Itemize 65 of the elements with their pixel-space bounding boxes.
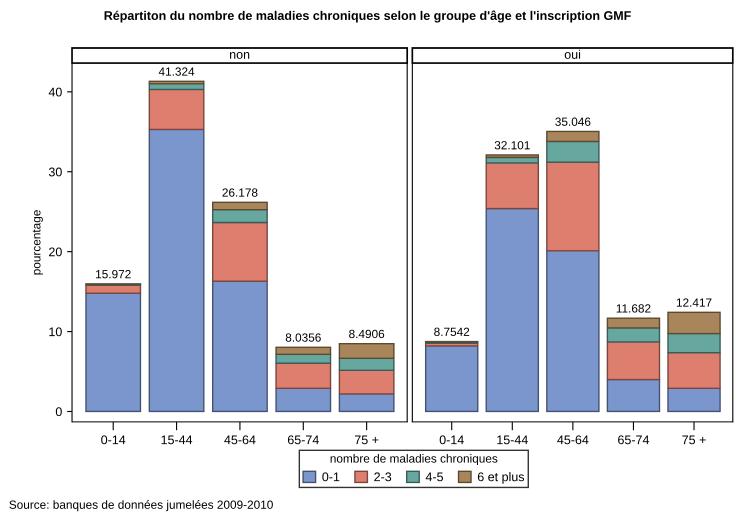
legend-label: 6 et plus xyxy=(478,472,524,484)
bar xyxy=(338,342,395,360)
bar xyxy=(85,292,142,412)
total-label: 8.7542 xyxy=(434,328,470,336)
total-label: 32.101 xyxy=(494,141,530,150)
bar xyxy=(148,88,205,130)
y-tick-label: 10 xyxy=(49,327,62,336)
bar xyxy=(212,222,268,282)
bar xyxy=(338,358,395,372)
x-tick-label: 0-14 xyxy=(101,435,126,444)
x-tick-label: 0-14 xyxy=(440,435,464,444)
bar xyxy=(148,80,205,85)
y-tick-label: 0 xyxy=(56,407,62,416)
x-tick-label: 15-44 xyxy=(497,436,528,444)
total-label: 8.0356 xyxy=(286,333,321,342)
total-label: 35.046 xyxy=(555,118,590,126)
bar xyxy=(606,341,660,380)
bar xyxy=(606,317,660,329)
total-label: 26.178 xyxy=(222,188,258,197)
bar xyxy=(667,332,721,354)
bar xyxy=(667,312,721,334)
chart-title: Répartiton du nombre de maladies chroniques selon le groupe d'âge et l'inscription GMF xyxy=(104,10,631,23)
total-label: 41.324 xyxy=(158,67,194,76)
total-label: 15.972 xyxy=(96,270,131,278)
total-label: 8.4906 xyxy=(349,330,384,338)
bar xyxy=(424,345,478,412)
bar xyxy=(338,393,395,412)
bar xyxy=(546,140,600,163)
x-tick-label: 15-44 xyxy=(162,436,192,444)
bar xyxy=(606,378,660,412)
legend-label: 0-1 xyxy=(322,472,340,482)
total-label: 11.682 xyxy=(616,304,650,313)
bar xyxy=(212,280,268,412)
bar xyxy=(275,362,332,390)
legend-label: 4-5 xyxy=(426,472,444,482)
y-axis-title: pourcentage xyxy=(32,210,43,275)
chart-subtitle: non xyxy=(230,52,250,59)
bar xyxy=(212,202,268,210)
chart-subtitle: oui xyxy=(564,50,580,59)
legend-title: nombre de maladies chroniques xyxy=(330,454,498,466)
bar xyxy=(275,346,332,356)
total-label: 12.417 xyxy=(676,298,712,307)
x-tick-label: 75 + xyxy=(354,436,378,444)
x-tick-label: 65-74 xyxy=(618,435,650,444)
bar xyxy=(148,128,205,412)
bar xyxy=(606,327,660,343)
bar xyxy=(667,388,721,412)
y-tick-label: 40 xyxy=(48,88,62,96)
x-tick-label: 65-74 xyxy=(288,435,319,444)
source-note: Source: banques de données jumelées 2009-2010 xyxy=(9,500,273,512)
x-tick-label: 45-64 xyxy=(557,435,588,444)
x-tick-label: 45-64 xyxy=(224,435,256,444)
bar xyxy=(338,370,395,395)
y-tick-label: 20 xyxy=(49,247,62,256)
bar xyxy=(275,388,332,412)
bar xyxy=(546,250,600,412)
legend-label: 2-3 xyxy=(374,472,392,482)
y-tick-label: 30 xyxy=(48,168,62,176)
bar xyxy=(667,352,721,390)
bar xyxy=(546,161,600,252)
bar xyxy=(486,154,540,158)
x-tick-label: 75 + xyxy=(682,436,706,444)
bar xyxy=(486,208,540,412)
bar xyxy=(546,130,600,142)
bar xyxy=(486,162,540,210)
